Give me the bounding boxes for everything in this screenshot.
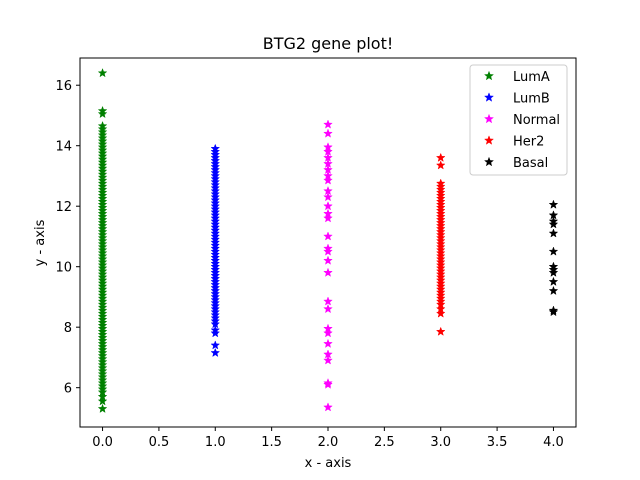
legend-box (469, 64, 568, 176)
data-point-normal (323, 128, 333, 138)
data-point-basal (548, 276, 559, 286)
data-point-normal (323, 255, 333, 265)
data-point-normal (323, 296, 333, 306)
data-point-lumb (210, 347, 221, 358)
y-tick-label: 16 (55, 79, 72, 94)
legend-label-lumb: LumB (513, 92, 550, 107)
data-point-basal (548, 267, 559, 277)
x-tick-label: 0.5 (149, 435, 170, 450)
data-point-luma (97, 108, 108, 119)
data-point-normal (323, 192, 333, 202)
legend-label-basal: Basal (513, 156, 548, 171)
data-point-luma (97, 68, 108, 78)
data-point-lumb (210, 328, 221, 338)
legend-marker-normal (483, 113, 495, 124)
data-point-lumb (210, 340, 221, 350)
x-axis-label: x - axis (305, 456, 352, 471)
data-point-normal (323, 175, 333, 185)
data-point-her2 (435, 152, 446, 162)
x-tick-label: 3.5 (487, 435, 508, 450)
legend-label-luma: LumA (513, 70, 550, 85)
data-point-basal (548, 219, 559, 229)
data-point-normal (323, 303, 333, 314)
data-point-luma (97, 396, 108, 406)
data-point-normal (323, 246, 333, 256)
data-point-basal (548, 285, 559, 296)
series-luma (97, 68, 108, 413)
data-point-her2 (435, 160, 446, 170)
data-point-normal (323, 267, 333, 277)
x-tick-label: 2.0 (318, 435, 339, 450)
data-point-luma (97, 403, 108, 413)
legend-entries: LumA LumB Normal Her2 Basal (483, 70, 560, 171)
data-point-her2 (435, 326, 446, 336)
data-point-basal (548, 306, 559, 317)
x-tick-label: 4.0 (543, 435, 564, 450)
data-point-normal (323, 119, 333, 129)
legend-label-her2: Her2 (513, 135, 544, 150)
legend: LumA LumB Normal Her2 Basal (469, 64, 568, 176)
data-point-normal (323, 201, 333, 211)
data-point-normal (323, 379, 333, 389)
x-tick-label: 0.0 (92, 435, 113, 450)
data-point-normal (323, 402, 333, 412)
chart-title: BTG2 gene plot! (263, 34, 394, 53)
series-basal (548, 199, 559, 317)
y-axis-label: y - axis (33, 219, 48, 266)
legend-label-normal: Normal (513, 113, 560, 128)
data-point-basal (548, 246, 559, 256)
y-tick-label: 12 (55, 200, 72, 215)
series-lumb (210, 143, 221, 358)
legend-marker-luma (483, 70, 495, 81)
x-tick-label: 1.5 (261, 435, 282, 450)
data-point-normal (323, 338, 333, 348)
x-axis-ticks: 0.0 0.5 1.0 1.5 2.0 2.5 3.0 3.5 4.0 (92, 427, 564, 450)
data-point-normal (323, 355, 333, 365)
data-point-her2 (435, 308, 446, 318)
data-point-basal (548, 228, 559, 238)
legend-marker-her2 (483, 135, 495, 145)
x-tick-label: 2.5 (374, 435, 395, 450)
data-point-basal (548, 199, 559, 209)
y-axis-ticks: 6 8 10 12 14 16 (55, 79, 80, 397)
x-tick-label: 3.0 (430, 435, 451, 450)
y-tick-label: 14 (55, 140, 72, 155)
y-tick-label: 6 (64, 382, 72, 397)
series-normal (323, 119, 333, 412)
data-point-normal (323, 328, 333, 338)
series-her2 (435, 152, 446, 336)
legend-marker-basal (483, 156, 495, 167)
y-tick-label: 10 (55, 261, 72, 276)
plot-marks (97, 68, 559, 413)
y-tick-label: 8 (64, 321, 72, 336)
data-point-normal (323, 231, 333, 241)
data-point-normal (323, 213, 333, 223)
legend-marker-lumb (483, 92, 495, 102)
x-tick-label: 1.0 (205, 435, 226, 450)
